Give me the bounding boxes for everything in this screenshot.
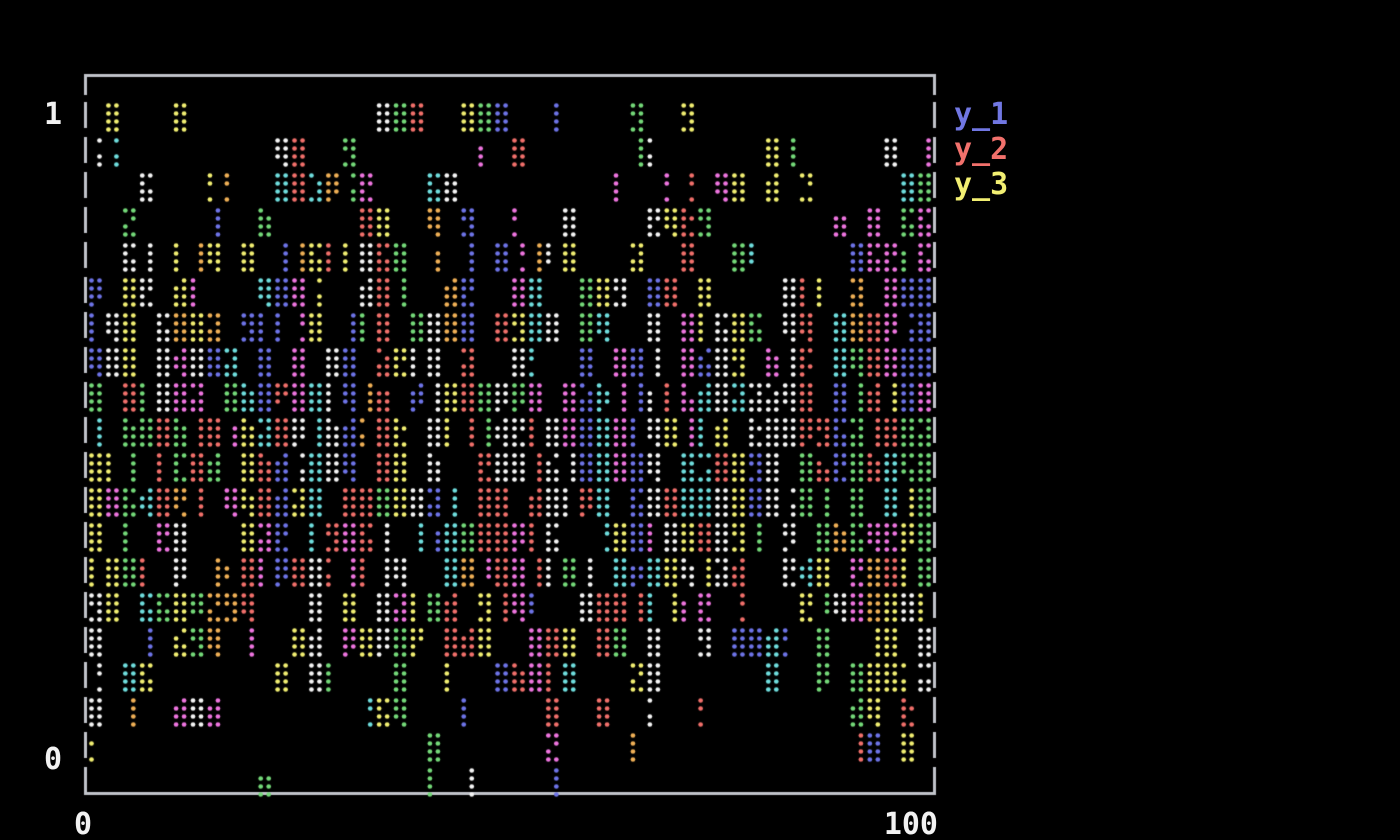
legend-item-y3: y_3 bbox=[954, 167, 1009, 202]
legend: y_1 y_2 y_3 bbox=[954, 97, 1008, 202]
legend-item-y1: y_1 bbox=[954, 97, 1009, 132]
x-axis-tick-left: 0 bbox=[74, 807, 93, 840]
y-axis-tick-top: 1 bbox=[43, 97, 62, 132]
x-axis-tick-right: 100 bbox=[883, 807, 938, 840]
legend-item-y2: y_2 bbox=[954, 132, 1009, 167]
y-axis-tick-bottom: 0 bbox=[43, 742, 62, 777]
